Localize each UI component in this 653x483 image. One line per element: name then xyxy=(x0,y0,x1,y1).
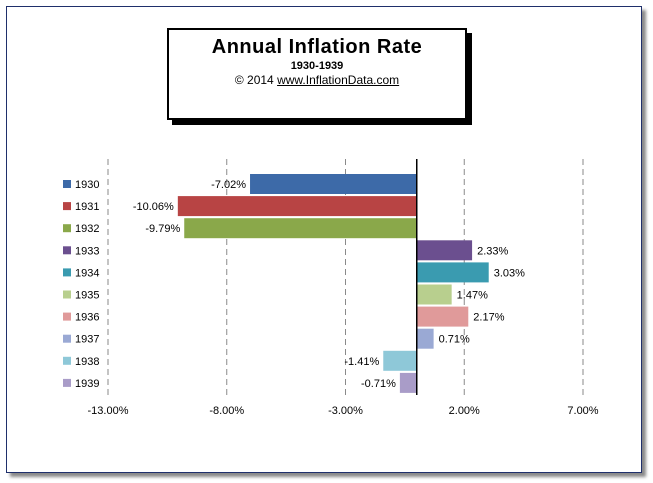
legend-swatch xyxy=(63,246,71,254)
legend-label: 1938 xyxy=(75,356,99,368)
legend-swatch xyxy=(63,202,71,210)
legend-label: 1934 xyxy=(75,267,99,279)
bar-1930 xyxy=(250,174,417,194)
data-label: 0.71% xyxy=(439,334,470,346)
bar-1936 xyxy=(417,307,469,327)
data-label: 3.03% xyxy=(494,267,525,279)
legend-swatch xyxy=(63,180,71,188)
x-tick-label: 2.00% xyxy=(449,405,480,417)
legend-label: 1935 xyxy=(75,290,99,302)
data-label: -9.79% xyxy=(145,223,180,235)
legend-label: 1933 xyxy=(75,245,99,257)
legend-swatch xyxy=(63,357,71,365)
inflation-bar-chart: -13.00% -8.00% -3.00% 2.00% 7.00% -7.02% -10.0… xyxy=(0,0,653,483)
bar-1934 xyxy=(417,262,489,282)
x-tick-label: -13.00% xyxy=(88,405,129,417)
legend-swatch xyxy=(63,291,71,299)
data-label: -7.02% xyxy=(211,179,246,191)
legend-swatch xyxy=(63,313,71,321)
data-label: -0.71% xyxy=(361,378,396,390)
legend-label: 1931 xyxy=(75,201,99,213)
legend-label: 1937 xyxy=(75,334,99,346)
data-label: 2.17% xyxy=(473,312,504,324)
data-label: -1.41% xyxy=(344,356,379,368)
x-tick-label: -8.00% xyxy=(209,405,244,417)
legend-swatch xyxy=(63,268,71,276)
legend-swatch xyxy=(63,335,71,343)
data-label: 2.33% xyxy=(477,245,508,257)
legend-label: 1936 xyxy=(75,312,99,324)
bar-1932 xyxy=(184,218,417,238)
legend-label: 1932 xyxy=(75,223,99,235)
bar-1931 xyxy=(178,196,417,216)
data-label: -10.06% xyxy=(133,201,174,213)
bar-1933 xyxy=(417,240,472,260)
bar-1935 xyxy=(417,285,452,305)
legend-label: 1930 xyxy=(75,179,99,191)
data-label: 1.47% xyxy=(457,290,488,302)
legend-swatch xyxy=(63,379,71,387)
x-tick-label: 7.00% xyxy=(567,405,598,417)
legend-swatch xyxy=(63,224,71,232)
x-tick-label: -3.00% xyxy=(328,405,363,417)
bar-1937 xyxy=(417,329,434,349)
legend-label: 1939 xyxy=(75,378,99,390)
bar-1938 xyxy=(383,351,416,371)
bar-1939 xyxy=(400,373,417,393)
